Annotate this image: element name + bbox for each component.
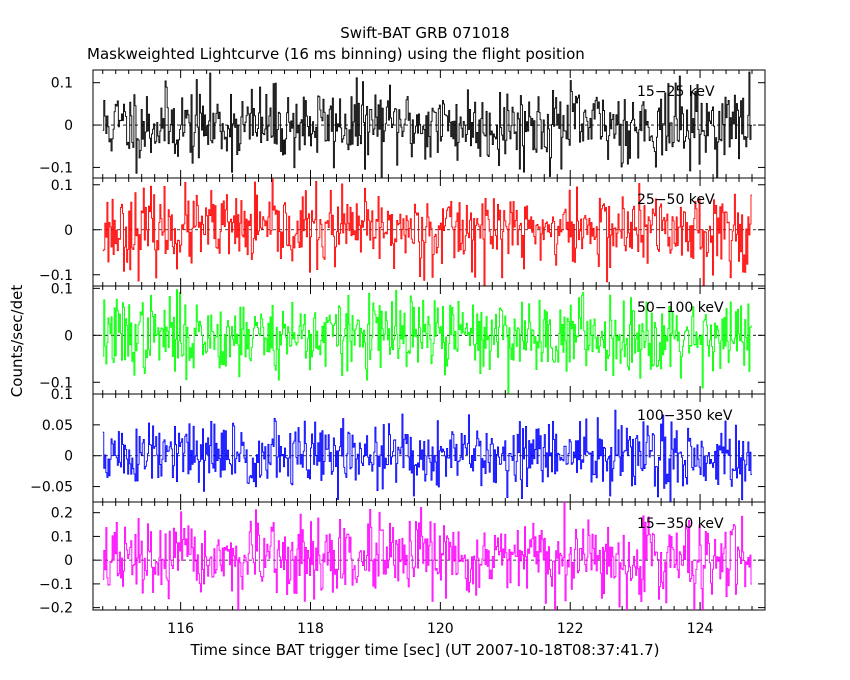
panel-4: 15−350 keV −0.2 −0.1 0 0.1 0.2: [39, 501, 766, 617]
x-tick-label: 116: [167, 621, 194, 637]
series-trace-0: [102, 71, 753, 178]
y-tick-label: 0.1: [51, 529, 73, 545]
series-trace-2: [102, 289, 753, 394]
panel-1: 25−50 keV −0.1 0 0.1: [39, 177, 766, 287]
band-label-4: 15−350 keV: [637, 516, 724, 532]
y-tick-label: 0: [64, 328, 73, 344]
chart-title: Swift-BAT GRB 071018: [340, 24, 509, 42]
y-tick-label: −0.1: [39, 577, 73, 593]
y-axis-label: Counts/sec/det: [8, 285, 26, 398]
y-tick-label: −0.1: [39, 375, 73, 391]
panel-frame: [92, 501, 766, 611]
y-tick-label: −0.1: [39, 160, 73, 176]
y-tick-label: 0: [64, 553, 73, 569]
y-tick-label: 0.2: [51, 506, 73, 522]
band-label-0: 15−25 keV: [637, 84, 715, 100]
panel-0: 15−25 keV −0.1 0 0.1: [39, 69, 766, 179]
y-tick-label: 0: [64, 118, 73, 134]
panel-2: 50−100 keV −0.1 0 0.1: [39, 281, 766, 395]
y-tick-label: −0.1: [39, 268, 73, 284]
y-tick-label: 0.1: [51, 281, 73, 297]
x-tick-label: 120: [427, 621, 454, 637]
y-tick-label: 0.1: [51, 387, 73, 403]
chart-subtitle: Maskweighted Lightcurve (16 ms binning) …: [87, 45, 585, 63]
x-axis-label: Time since BAT trigger time [sec] (UT 20…: [190, 641, 660, 659]
y-tick-label: −0.2: [39, 601, 73, 617]
x-tick-label: 124: [687, 621, 714, 637]
y-tick-label: 0: [64, 449, 73, 465]
panels-group: 15−25 keV−0.100.125−50 keV−0.100.150−100…: [30, 69, 766, 637]
y-tick-label: 0.05: [42, 418, 73, 434]
series-trace-1: [102, 178, 753, 286]
x-tick-label: 118: [297, 621, 324, 637]
y-tick-label: 0.1: [51, 76, 73, 92]
y-tick-label: −0.05: [30, 480, 73, 496]
series-trace-4: [102, 502, 753, 610]
y-tick-label: 0: [64, 223, 73, 239]
y-tick-label: 0.1: [51, 178, 73, 194]
band-label-1: 25−50 keV: [637, 192, 715, 208]
x-tick-label: 122: [557, 621, 584, 637]
band-label-3: 100−350 keV: [637, 408, 733, 424]
series-trace-3: [102, 409, 753, 502]
band-label-2: 50−100 keV: [637, 300, 724, 316]
panel-3: 100−350 keV −0.05 0 0.05 0.1: [30, 387, 766, 503]
